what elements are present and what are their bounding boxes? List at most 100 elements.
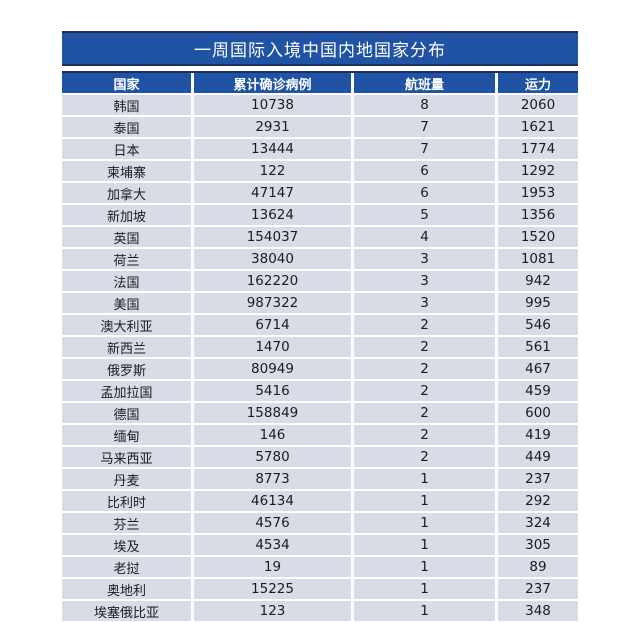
flights-cell: 3 (354, 271, 495, 291)
flights-cell: 1 (354, 601, 495, 621)
cases-cell: 987322 (194, 293, 351, 313)
flights-cell: 6 (354, 161, 495, 181)
table-row: 马来西亚 5780 2 449 (62, 447, 578, 467)
table-row: 芬兰 4576 1 324 (62, 513, 578, 533)
capacity-cell: 942 (498, 271, 578, 291)
country-cell: 日本 (62, 139, 191, 159)
country-cell: 丹麦 (62, 469, 191, 489)
cases-cell: 162220 (194, 271, 351, 291)
cases-cell: 5780 (194, 447, 351, 467)
cases-cell: 154037 (194, 227, 351, 247)
country-cell: 澳大利亚 (62, 315, 191, 335)
flights-cell: 2 (354, 359, 495, 379)
table-row: 韩国 10738 8 2060 (62, 95, 578, 115)
table-row: 德国 158849 2 600 (62, 403, 578, 423)
header-flight-volume: 航班量 (354, 73, 495, 93)
country-cell: 比利时 (62, 491, 191, 511)
country-cell: 马来西亚 (62, 447, 191, 467)
country-cell: 英国 (62, 227, 191, 247)
cases-cell: 6714 (194, 315, 351, 335)
capacity-cell: 237 (498, 579, 578, 599)
table-row: 加拿大 47147 6 1953 (62, 183, 578, 203)
capacity-cell: 1292 (498, 161, 578, 181)
table-row: 新加坡 13624 5 1356 (62, 205, 578, 225)
capacity-cell: 292 (498, 491, 578, 511)
header-confirmed-cases: 累计确诊病例 (194, 73, 351, 93)
title-header-gap (62, 66, 578, 71)
table-row: 孟加拉国 5416 2 459 (62, 381, 578, 401)
cases-cell: 15225 (194, 579, 351, 599)
capacity-cell: 89 (498, 557, 578, 577)
table-row: 埃塞俄比亚 123 1 348 (62, 601, 578, 621)
cases-cell: 13444 (194, 139, 351, 159)
table-row: 老挝 19 1 89 (62, 557, 578, 577)
country-cell: 孟加拉国 (62, 381, 191, 401)
cases-cell: 5416 (194, 381, 351, 401)
cases-cell: 123 (194, 601, 351, 621)
table-row: 柬埔寨 122 6 1292 (62, 161, 578, 181)
flights-cell: 7 (354, 117, 495, 137)
country-cell: 奥地利 (62, 579, 191, 599)
country-cell: 泰国 (62, 117, 191, 137)
cases-cell: 10738 (194, 95, 351, 115)
country-cell: 芬兰 (62, 513, 191, 533)
flights-cell: 6 (354, 183, 495, 203)
flights-cell: 2 (354, 425, 495, 445)
capacity-cell: 305 (498, 535, 578, 555)
flights-cell: 2 (354, 337, 495, 357)
capacity-cell: 237 (498, 469, 578, 489)
country-cell: 韩国 (62, 95, 191, 115)
country-cell: 老挝 (62, 557, 191, 577)
table-row: 比利时 46134 1 292 (62, 491, 578, 511)
flights-cell: 4 (354, 227, 495, 247)
table-row: 奥地利 15225 1 237 (62, 579, 578, 599)
flights-cell: 8 (354, 95, 495, 115)
table-row: 埃及 4534 1 305 (62, 535, 578, 555)
table-title: 一周国际入境中国内地国家分布 (62, 31, 578, 66)
cases-cell: 47147 (194, 183, 351, 203)
capacity-cell: 1520 (498, 227, 578, 247)
flights-cell: 1 (354, 513, 495, 533)
country-cell: 俄罗斯 (62, 359, 191, 379)
capacity-cell: 1081 (498, 249, 578, 269)
cases-cell: 146 (194, 425, 351, 445)
flights-cell: 1 (354, 579, 495, 599)
table-row: 丹麦 8773 1 237 (62, 469, 578, 489)
cases-cell: 2931 (194, 117, 351, 137)
capacity-cell: 348 (498, 601, 578, 621)
flights-cell: 1 (354, 535, 495, 555)
weekly-entry-table: 一周国际入境中国内地国家分布 国家 累计确诊病例 航班量 运力 韩国 10738 8… (62, 31, 578, 621)
table-row: 澳大利亚 6714 2 546 (62, 315, 578, 335)
flights-cell: 3 (354, 249, 495, 269)
country-cell: 缅甸 (62, 425, 191, 445)
table-row: 俄罗斯 80949 2 467 (62, 359, 578, 379)
capacity-cell: 1356 (498, 205, 578, 225)
cases-cell: 80949 (194, 359, 351, 379)
capacity-cell: 419 (498, 425, 578, 445)
cases-cell: 122 (194, 161, 351, 181)
capacity-cell: 995 (498, 293, 578, 313)
flights-cell: 1 (354, 557, 495, 577)
country-cell: 荷兰 (62, 249, 191, 269)
table-row: 荷兰 38040 3 1081 (62, 249, 578, 269)
capacity-cell: 561 (498, 337, 578, 357)
capacity-cell: 600 (498, 403, 578, 423)
flights-cell: 2 (354, 447, 495, 467)
header-capacity: 运力 (498, 73, 578, 93)
table-body: 韩国 10738 8 2060 泰国 2931 7 1621 日本 13444 7 1774 柬埔寨 12… (62, 95, 578, 621)
capacity-cell: 449 (498, 447, 578, 467)
country-cell: 埃及 (62, 535, 191, 555)
flights-cell: 2 (354, 315, 495, 335)
flights-cell: 2 (354, 403, 495, 423)
capacity-cell: 1953 (498, 183, 578, 203)
cases-cell: 4576 (194, 513, 351, 533)
capacity-cell: 467 (498, 359, 578, 379)
country-cell: 新西兰 (62, 337, 191, 357)
country-cell: 美国 (62, 293, 191, 313)
cases-cell: 13624 (194, 205, 351, 225)
flights-cell: 1 (354, 491, 495, 511)
capacity-cell: 546 (498, 315, 578, 335)
cases-cell: 46134 (194, 491, 351, 511)
cases-cell: 4534 (194, 535, 351, 555)
